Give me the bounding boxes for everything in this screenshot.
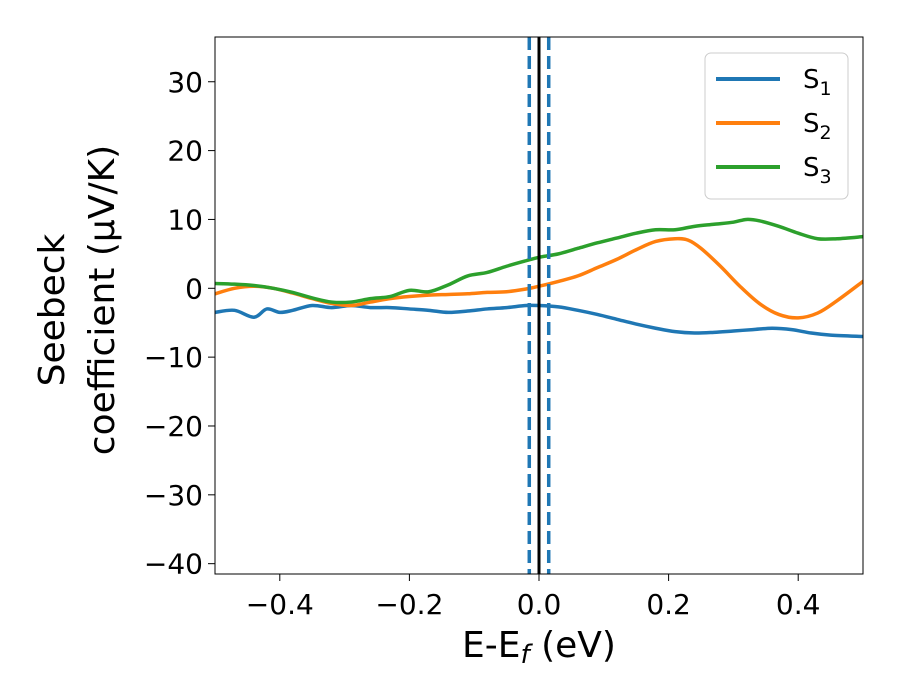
x-tick-label: 0.4 — [776, 588, 821, 621]
legend-box — [704, 52, 849, 200]
y-tick-label: −30 — [144, 479, 203, 512]
legend-label-S3: S3 — [803, 153, 832, 188]
y-tick-label: 30 — [167, 66, 203, 99]
y-tick-label: −20 — [144, 410, 203, 443]
x-axis-title: E-Ef (eV) — [462, 625, 616, 670]
x-tick-label: −0.4 — [246, 588, 314, 621]
y-tick-label: −10 — [144, 341, 203, 374]
x-tick-label: −0.2 — [375, 588, 443, 621]
y-tick-label: 0 — [185, 272, 203, 305]
y-tick-label: −40 — [144, 548, 203, 581]
series-line-S1 — [215, 303, 863, 339]
x-tick-label: 0.2 — [646, 588, 691, 621]
y-tick-label: 10 — [167, 203, 203, 236]
legend-label-S2: S2 — [803, 109, 832, 144]
x-tick-label: 0.0 — [517, 588, 562, 621]
y-axis-title-line1: Seebeck — [32, 233, 73, 386]
y-tick-label: 20 — [167, 135, 203, 168]
legend: S1 S2 S3 — [704, 52, 849, 200]
legend-label-S1: S1 — [803, 65, 832, 100]
y-axis-title-line2: coefficient (μV/K) — [82, 145, 123, 455]
